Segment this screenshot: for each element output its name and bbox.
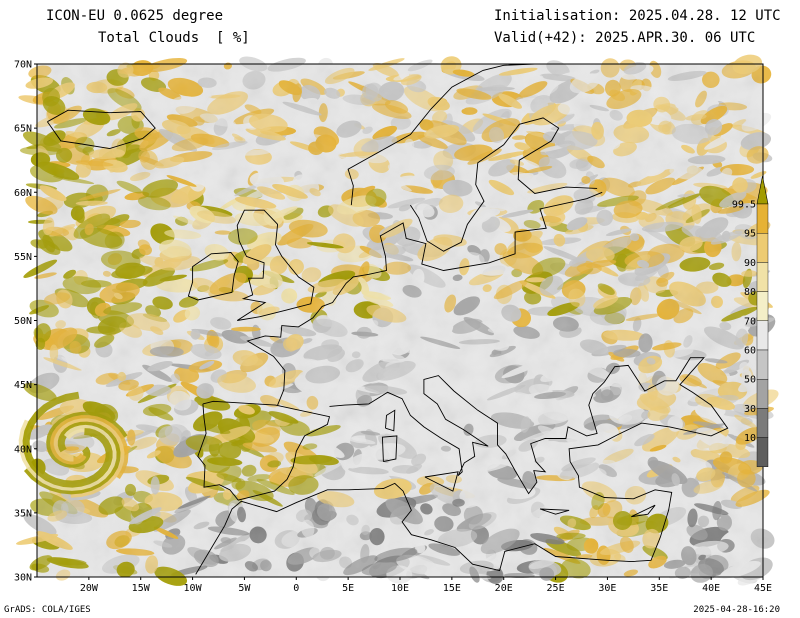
colorbar-label: 50 bbox=[744, 375, 756, 386]
coastline-segment bbox=[236, 209, 315, 321]
lon-tick-label: 10E bbox=[391, 583, 409, 594]
colorbar-label: 10 bbox=[744, 433, 756, 444]
coastline-segment bbox=[410, 117, 598, 252]
lon-tick-label: 45E bbox=[754, 583, 772, 594]
coastline-segment bbox=[631, 504, 656, 518]
footer-credit: GrADS: COLA/IGES bbox=[4, 605, 91, 615]
coastline-segment bbox=[195, 357, 729, 575]
colorbar-label: 70 bbox=[744, 316, 756, 327]
lat-tick-label: 50N bbox=[14, 316, 32, 327]
lat-tick-label: 35N bbox=[14, 508, 32, 519]
model-title: ICON-EU 0.0625 degree bbox=[46, 8, 224, 24]
lat-tick-label: 70N bbox=[14, 60, 32, 71]
lat-tick-label: 40N bbox=[14, 444, 32, 455]
colorbar-label: 90 bbox=[744, 258, 756, 269]
lon-tick-label: 0 bbox=[293, 583, 299, 594]
lon-tick-label: 25E bbox=[547, 583, 565, 594]
lon-tick-label: 5E bbox=[342, 583, 354, 594]
colorbar-segment bbox=[756, 291, 769, 322]
cloud-field bbox=[15, 54, 779, 586]
colorbar-label: 30 bbox=[744, 404, 756, 415]
colorbar-segment bbox=[756, 379, 769, 409]
variable-title: Total Clouds [ %] bbox=[98, 30, 250, 46]
lon-tick-label: 15W bbox=[132, 583, 151, 594]
lon-tick-label: 35E bbox=[650, 583, 668, 594]
lon-tick-label: 10W bbox=[184, 583, 203, 594]
colorbar-label: 80 bbox=[744, 287, 756, 298]
colorbar-segment bbox=[756, 349, 769, 380]
lat-tick-label: 55N bbox=[14, 252, 32, 263]
colorbar-segment bbox=[756, 320, 769, 351]
lon-tick-label: 5W bbox=[238, 583, 251, 594]
lon-tick-label: 20W bbox=[80, 583, 99, 594]
lon-tick-label: 20E bbox=[495, 583, 513, 594]
valid-time: Valid(+42): 2025.APR.30. 06 UTC bbox=[494, 30, 756, 46]
coastlines bbox=[47, 63, 729, 575]
lat-tick-label: 45N bbox=[14, 380, 32, 391]
coastline-segment bbox=[246, 191, 603, 406]
colorbar-segment bbox=[756, 262, 769, 292]
colorbar-segment bbox=[756, 408, 769, 438]
coastline-segment bbox=[385, 409, 396, 432]
coastline-segment bbox=[381, 435, 398, 463]
footer-timestamp: 2025-04-28-16:20 bbox=[693, 605, 780, 615]
lat-tick-label: 65N bbox=[14, 124, 32, 135]
coastline-segment bbox=[47, 109, 156, 150]
colorbar: 99.5 95 90 80 70 60 50 30 10 bbox=[732, 175, 769, 468]
lat-tick-label: 60N bbox=[14, 188, 32, 199]
colorbar-segment bbox=[756, 437, 769, 468]
coastline-segment bbox=[347, 63, 535, 206]
longitude-axis: 20W 15W 10W 5W 0 5E 10E 15E 20E 25E 30E 35E 40E 45E bbox=[80, 577, 772, 594]
lon-tick-label: 40E bbox=[702, 583, 720, 594]
colorbar-label: 95 bbox=[744, 229, 756, 240]
colorbar-label: 99.5 bbox=[732, 200, 756, 211]
colorbar-segment bbox=[756, 232, 769, 263]
colorbar-label: 60 bbox=[744, 346, 756, 357]
colorbar-segment bbox=[756, 203, 769, 234]
lon-tick-label: 30E bbox=[598, 583, 616, 594]
coastline-segment bbox=[424, 471, 459, 492]
lon-tick-label: 15E bbox=[443, 583, 461, 594]
lat-tick-label: 30N bbox=[14, 573, 32, 584]
latitude-axis: 30N 35N 40N 45N 50N 55N 60N 65N 70N bbox=[14, 60, 37, 584]
coastline-segment bbox=[539, 508, 570, 515]
initialisation-time: Initialisation: 2025.04.28. 12 UTC bbox=[494, 8, 781, 24]
coastline-segment bbox=[197, 400, 331, 501]
coastline-segment bbox=[187, 252, 239, 301]
